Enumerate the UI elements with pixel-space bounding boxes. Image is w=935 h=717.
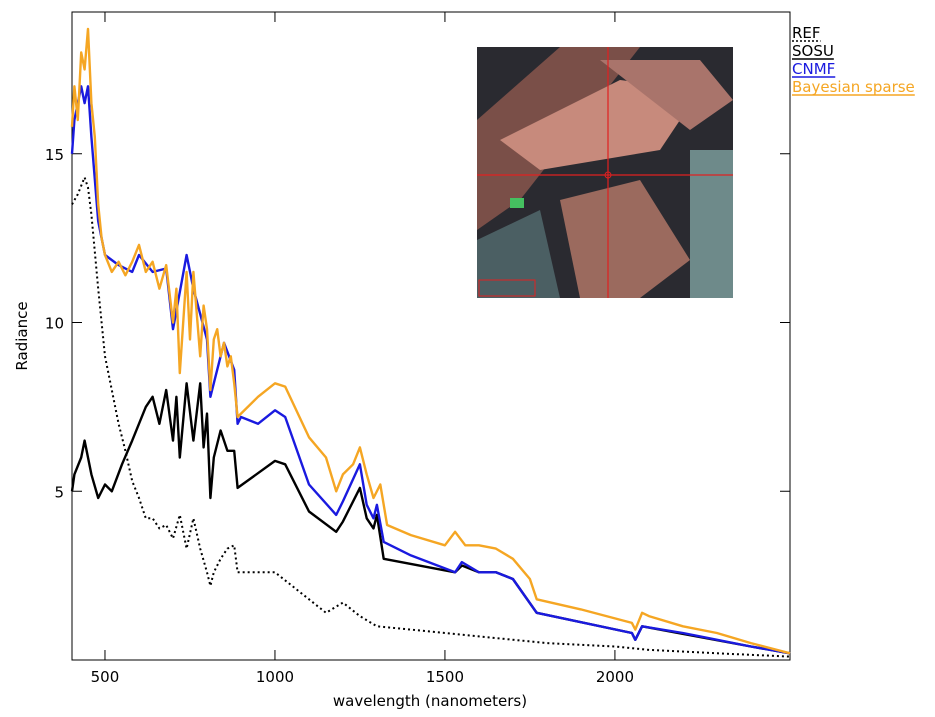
series-line — [70, 27, 791, 655]
y-axis-label: Radiance — [13, 301, 31, 370]
y-tick-label: 10 — [45, 315, 64, 333]
series-line — [70, 85, 791, 655]
x-tick-label: 1500 — [426, 668, 464, 686]
x-tick-label: 2000 — [596, 668, 634, 686]
x-tick-label: 500 — [91, 668, 120, 686]
series-line — [71, 176, 791, 658]
plot-frame — [71, 11, 791, 661]
legend-label: SOSU — [792, 42, 834, 60]
x-tick-label: 1000 — [256, 668, 294, 686]
y-tick-label: 5 — [54, 483, 64, 501]
legend-label: Bayesian sparse — [792, 78, 915, 96]
y-tick-label: 15 — [45, 146, 64, 164]
x-axis-label: wavelength (nanometers) — [333, 692, 527, 710]
legend-label: REF — [792, 24, 821, 42]
legend-label: CNMF — [792, 60, 835, 78]
inset-image — [477, 47, 733, 298]
